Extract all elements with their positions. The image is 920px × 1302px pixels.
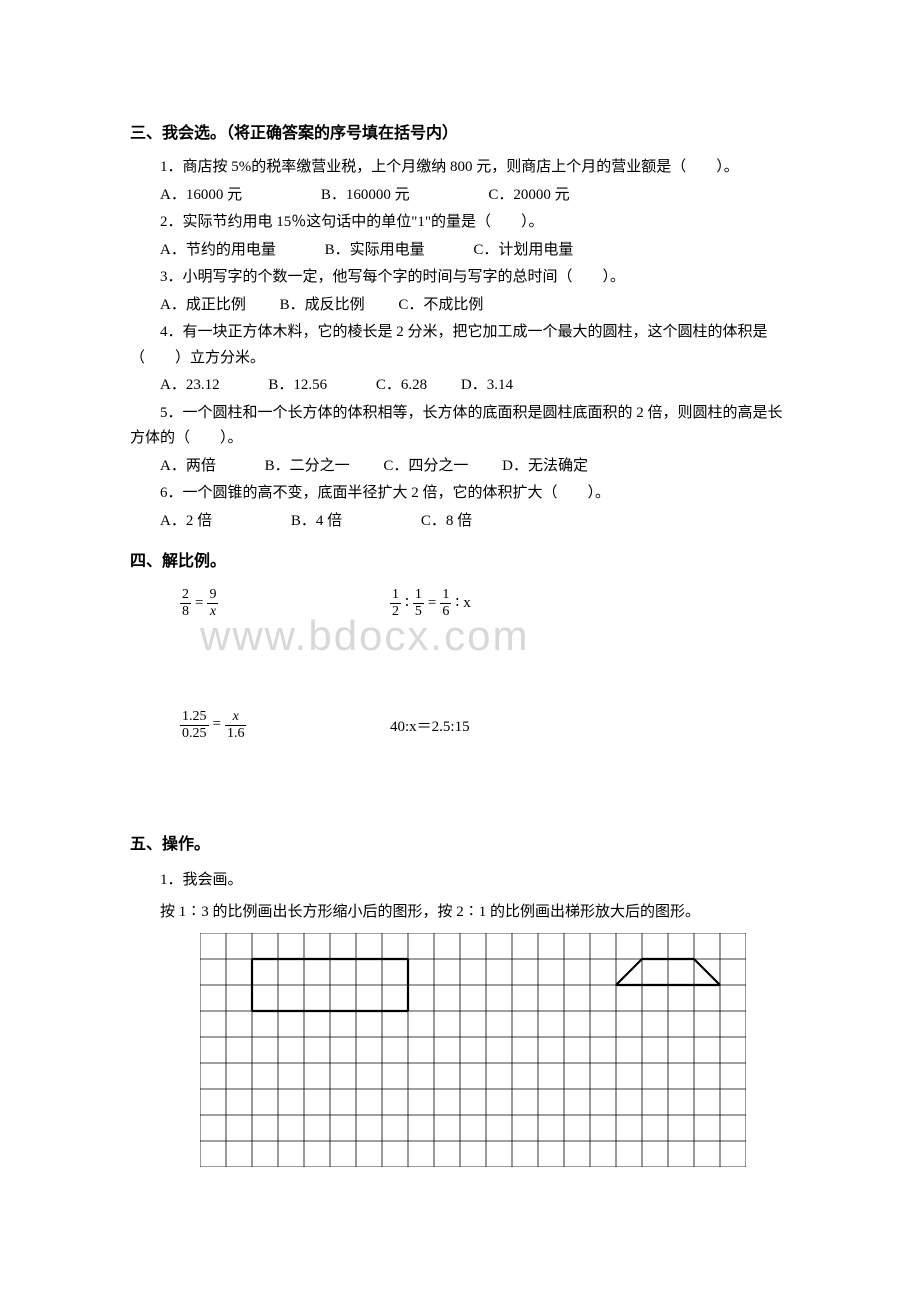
colon-sign: ∶ xyxy=(455,591,459,617)
q4-options: A．23.12 B．12.56 C．6.28 D．3.14 xyxy=(130,373,790,399)
q5-text: 5．一个圆柱和一个长方体的体积相等，长方体的底面积是圆柱底面积的 2 倍，则圆柱… xyxy=(130,401,790,452)
q3-optB: B．成反比例 xyxy=(280,297,365,313)
eq1-a-num: 2 xyxy=(180,587,191,603)
q5-optA: A．两倍 xyxy=(160,458,216,474)
q2-text: 2．实际节约用电 15％这句话中的单位"1"的量是（ ）。 xyxy=(130,210,790,236)
equation-3: 1.250.25 = x1.6 xyxy=(180,709,390,741)
eq3-b-num: x xyxy=(225,709,247,725)
section3-heading: 三、我会选。（将正确答案的序号填在括号内） xyxy=(130,120,790,147)
q1-options: A．16000 元 B．160000 元 C．20000 元 xyxy=(130,183,790,209)
q4-optC: C．6.28 xyxy=(376,377,427,393)
q1-optA: A．16000 元 xyxy=(160,187,242,203)
eq2-tail: x xyxy=(463,591,471,617)
eq2-c-den: 6 xyxy=(440,604,451,619)
eq-row-2: 1.250.25 = x1.6 40:x＝2.5:15 xyxy=(130,709,790,741)
equals-sign: = xyxy=(195,591,203,617)
q5-options: A．两倍 B．二分之一 C．四分之一 D．无法确定 xyxy=(130,454,790,480)
eq2-a-num: 1 xyxy=(390,587,401,603)
eq1-b-num: 9 xyxy=(207,587,218,603)
q2-optC: C．计划用电量 xyxy=(473,242,573,258)
equals-sign: = xyxy=(213,712,221,738)
q4-optB: B．12.56 xyxy=(268,377,327,393)
q6-options: A．2 倍 B．4 倍 C．8 倍 xyxy=(130,509,790,535)
q6-optA: A．2 倍 xyxy=(160,513,212,529)
q1-optC: C．20000 元 xyxy=(488,187,569,203)
eq2-c-num: 1 xyxy=(440,587,451,603)
q1-optB: B．160000 元 xyxy=(321,187,410,203)
grid-svg xyxy=(200,933,746,1167)
q3-optC: C．不成比例 xyxy=(398,297,483,313)
drawing-grid xyxy=(200,933,790,1177)
section5-q1: 1．我会画。 xyxy=(130,868,790,894)
eq3-a-den: 0.25 xyxy=(180,726,209,741)
eq2-a-den: 2 xyxy=(390,604,401,619)
section4-heading: 四、解比例。 xyxy=(130,548,790,575)
q2-options: A．节约的用电量 B．实际用电量 C．计划用电量 xyxy=(130,238,790,264)
eq2-b-den: 5 xyxy=(413,604,424,619)
q4-optA: A．23.12 xyxy=(160,377,220,393)
equation-1: 28 = 9x xyxy=(180,587,390,619)
q3-options: A．成正比例 B．成反比例 C．不成比例 xyxy=(130,293,790,319)
section5-q1-desc: 按 1∶3 的比例画出长方形缩小后的图形，按 2∶1 的比例画出梯形放大后的图形… xyxy=(130,900,790,926)
q2-optB: B．实际用电量 xyxy=(325,242,425,258)
q5-optC: C．四分之一 xyxy=(383,458,468,474)
q4-text: 4．有一块正方体木料，它的棱长是 2 分米，把它加工成一个最大的圆柱，这个圆柱的… xyxy=(130,320,790,371)
eq1-a-den: 8 xyxy=(180,604,191,619)
q4-optD: D．3.14 xyxy=(461,377,513,393)
eq-row-1: 28 = 9x 12 ∶ 15 = 16 ∶ x xyxy=(130,587,790,619)
equation-2: 12 ∶ 15 = 16 ∶ x xyxy=(390,587,790,619)
q6-optC: C．8 倍 xyxy=(421,513,472,529)
equals-sign: = xyxy=(428,591,436,617)
q5-optB: B．二分之一 xyxy=(265,458,350,474)
q3-text: 3．小明写字的个数一定，他写每个字的时间与写字的总时间（ ）。 xyxy=(130,265,790,291)
eq3-a-num: 1.25 xyxy=(180,709,209,725)
q5-optD: D．无法确定 xyxy=(502,458,588,474)
q6-optB: B．4 倍 xyxy=(291,513,342,529)
q6-text: 6．一个圆锥的高不变，底面半径扩大 2 倍，它的体积扩大（ ）。 xyxy=(130,481,790,507)
q1-text: 1．商店按 5%的税率缴营业税，上个月缴纳 800 元，则商店上个月的营业额是（… xyxy=(130,155,790,181)
colon-sign: ∶ xyxy=(405,591,409,617)
q2-optA: A．节约的用电量 xyxy=(160,242,276,258)
section5-heading: 五、操作。 xyxy=(130,831,790,858)
q3-optA: A．成正比例 xyxy=(160,297,246,313)
eq3-b-den: 1.6 xyxy=(225,726,247,741)
eq1-b-den: x xyxy=(207,604,218,619)
equation-4: 40:x＝2.5:15 xyxy=(390,719,470,735)
eq2-b-num: 1 xyxy=(413,587,424,603)
